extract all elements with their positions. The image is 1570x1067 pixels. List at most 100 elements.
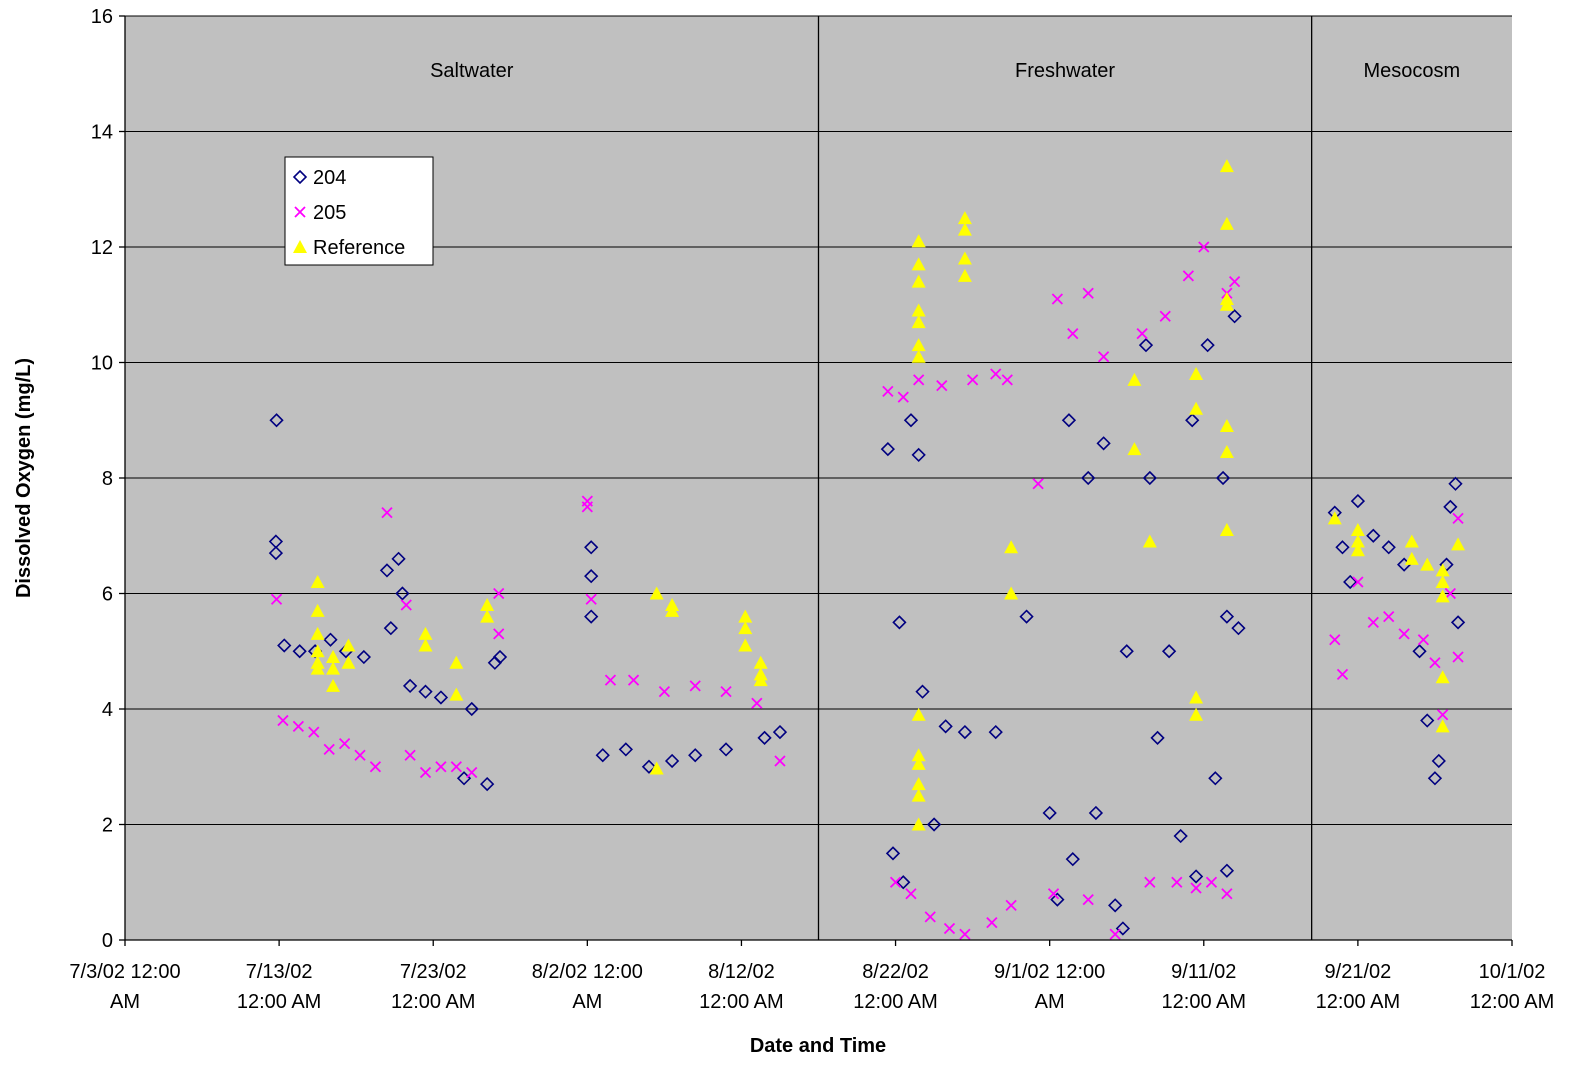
data-point bbox=[493, 628, 505, 640]
data-point bbox=[911, 315, 926, 329]
region-label: Mesocosm bbox=[1363, 60, 1460, 82]
data-point bbox=[1228, 276, 1241, 288]
data-point bbox=[957, 251, 972, 265]
data-point bbox=[326, 650, 341, 664]
data-point bbox=[356, 649, 372, 665]
data-point bbox=[1115, 921, 1131, 936]
legend-marker-204 bbox=[292, 169, 308, 185]
data-point bbox=[880, 441, 895, 457]
x-tick-label-line2: 12:00 AM bbox=[1316, 991, 1401, 1013]
x-tick-label-line2: 12:00 AM bbox=[1162, 991, 1247, 1013]
axes bbox=[119, 15, 1513, 946]
data-point bbox=[480, 598, 495, 612]
data-point bbox=[1231, 621, 1246, 636]
data-point bbox=[1451, 537, 1466, 551]
x-tick-label: 9/1/02 12:00 AM bbox=[994, 961, 1105, 1013]
data-point bbox=[310, 626, 325, 640]
data-point bbox=[1435, 589, 1450, 603]
data-point bbox=[1188, 869, 1204, 884]
data-point bbox=[926, 817, 942, 832]
x-tick-label-line2: AM bbox=[1035, 991, 1065, 1013]
data-point bbox=[943, 922, 956, 935]
data-point bbox=[581, 501, 593, 513]
data-series bbox=[268, 159, 1466, 940]
data-point bbox=[379, 563, 395, 578]
data-point bbox=[688, 748, 703, 763]
data-point bbox=[1159, 310, 1171, 322]
x-tick-label-line2: 12:00 AM bbox=[1470, 991, 1555, 1013]
x-tick-label-line1: 7/23/02 bbox=[400, 961, 467, 983]
legend-box bbox=[284, 156, 434, 266]
x-tick-label-line2: 12:00 AM bbox=[237, 991, 322, 1013]
legend: 204 205 Reference bbox=[284, 156, 434, 266]
data-point bbox=[1219, 419, 1234, 433]
data-point bbox=[1452, 651, 1464, 663]
data-point bbox=[772, 724, 788, 740]
series-205 bbox=[270, 241, 1464, 940]
data-point bbox=[1189, 690, 1204, 704]
x-tick-label: 9/11/02 12:00 AM bbox=[1162, 961, 1247, 1013]
data-point bbox=[774, 755, 786, 767]
legend-label: 204 bbox=[313, 167, 346, 189]
y-tick-label: 0 bbox=[102, 930, 113, 952]
data-point bbox=[1219, 297, 1234, 311]
data-point bbox=[1127, 372, 1142, 386]
x-tick-label: 8/22/02 12:00 AM bbox=[853, 961, 938, 1013]
x-tick-label: 7/3/02 12:00 AM bbox=[69, 961, 180, 1013]
data-point bbox=[1150, 730, 1165, 746]
data-point bbox=[911, 274, 926, 288]
data-point bbox=[1221, 888, 1233, 900]
data-point bbox=[1082, 893, 1094, 906]
data-point bbox=[1205, 876, 1218, 888]
data-point bbox=[1435, 574, 1450, 588]
x-tick-label-line1: 9/1/02 12:00 bbox=[994, 961, 1105, 983]
data-point bbox=[1327, 511, 1342, 525]
data-point bbox=[395, 586, 410, 601]
data-point bbox=[381, 507, 393, 519]
data-point bbox=[757, 730, 772, 746]
data-point bbox=[1161, 644, 1177, 659]
data-point bbox=[738, 609, 753, 623]
data-point bbox=[1142, 470, 1157, 486]
data-point bbox=[595, 748, 610, 763]
data-point bbox=[1452, 512, 1464, 525]
data-point bbox=[1420, 713, 1435, 728]
data-point bbox=[990, 368, 1002, 380]
data-point bbox=[323, 632, 338, 647]
data-point bbox=[957, 211, 972, 225]
legend-marker-205 bbox=[294, 206, 306, 218]
x-tick-label-line2: 12:00 AM bbox=[853, 991, 938, 1013]
data-point bbox=[1219, 522, 1234, 536]
x-tick-label: 9/21/02 12:00 AM bbox=[1316, 961, 1401, 1013]
data-point bbox=[449, 687, 464, 701]
data-point bbox=[341, 638, 356, 652]
data-point bbox=[665, 603, 680, 617]
data-point bbox=[323, 743, 335, 756]
data-point bbox=[1061, 413, 1077, 428]
data-point bbox=[1047, 888, 1060, 900]
data-point bbox=[1412, 644, 1427, 659]
data-point bbox=[1219, 863, 1235, 878]
data-point bbox=[1019, 609, 1034, 624]
data-point bbox=[911, 447, 926, 463]
data-point bbox=[268, 545, 284, 561]
data-point bbox=[419, 766, 432, 779]
x-tick-label-line2: AM bbox=[572, 991, 602, 1013]
data-point bbox=[1127, 442, 1142, 456]
data-point bbox=[1096, 436, 1111, 451]
data-point bbox=[1198, 241, 1210, 253]
data-point bbox=[1381, 540, 1396, 555]
series-reference bbox=[310, 159, 1466, 831]
data-point bbox=[402, 678, 418, 694]
x-tick-label-line1: 9/11/02 bbox=[1171, 961, 1236, 983]
data-point bbox=[911, 817, 926, 831]
data-point bbox=[1032, 478, 1044, 490]
data-point bbox=[1190, 882, 1202, 894]
data-point bbox=[1173, 828, 1188, 844]
data-point bbox=[1404, 534, 1419, 548]
data-point bbox=[435, 761, 447, 773]
data-point bbox=[1219, 159, 1234, 173]
data-point bbox=[664, 753, 680, 769]
data-point bbox=[936, 379, 948, 392]
